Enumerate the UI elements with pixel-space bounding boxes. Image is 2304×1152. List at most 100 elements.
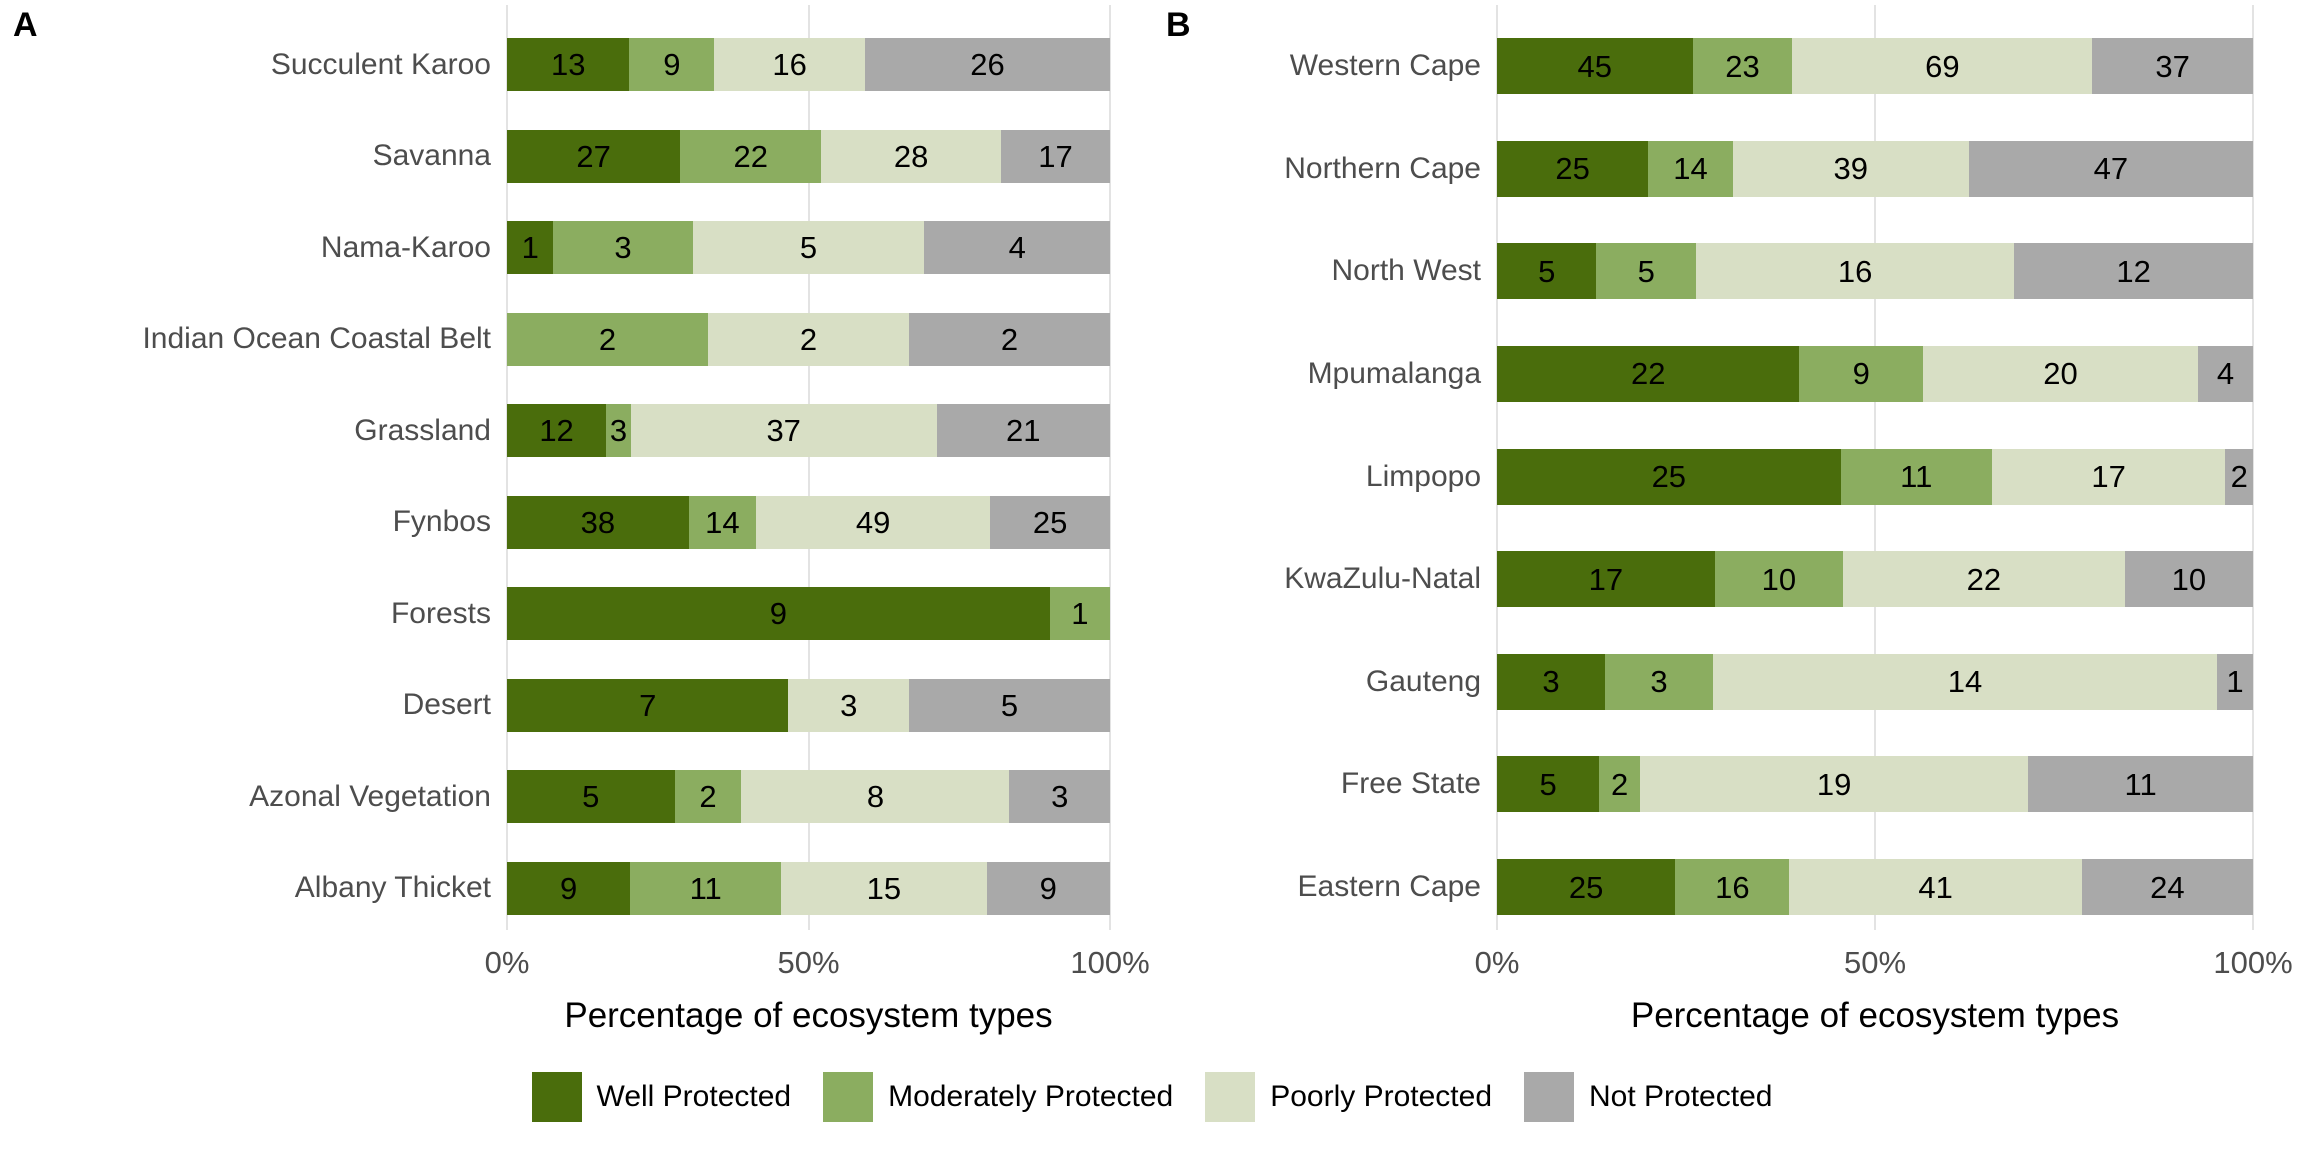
- bar-row: Nama-Karoo 1 3 5 4: [321, 221, 1110, 275]
- bar-value-label: 2: [598, 321, 617, 357]
- category-label: Gauteng: [1365, 664, 1481, 698]
- bar-value-label: 28: [893, 138, 929, 174]
- bar-value-label: 27: [576, 138, 611, 174]
- bar-value-label: 10: [1761, 561, 1797, 597]
- bar-segment-poorly-protected: 41: [1789, 859, 2082, 915]
- bar-value-label: 9: [560, 870, 578, 906]
- bar-segment-moderately-protected: 23: [1692, 38, 1793, 94]
- bar-segment-not-protected: 2: [909, 312, 1110, 366]
- bar-segment-well-protected: 25: [1497, 859, 1676, 915]
- axis-tick-label: 0%: [1474, 945, 1520, 980]
- bar-value-label: 9: [1852, 356, 1870, 392]
- bar-value-label: 16: [772, 47, 807, 82]
- bar-value-label: 21: [1005, 413, 1041, 449]
- bar-value-label: 3: [1542, 664, 1560, 700]
- bar-value-label: 25: [1555, 151, 1590, 187]
- bar-value-label: 45: [1577, 48, 1612, 84]
- bar-value-label: 39: [1833, 151, 1869, 187]
- bar-value-label: 12: [2116, 253, 2151, 289]
- bar-segment-poorly-protected: 2: [708, 312, 909, 366]
- legend: Well Protected Moderately Protected Poorly…: [0, 1062, 2304, 1132]
- bar-row: Limpopo 25 11 17 2: [1366, 448, 2253, 505]
- bar-value-label: 69: [1925, 48, 1960, 84]
- bar-segment-well-protected: 5: [1497, 243, 1597, 300]
- bar-segment-moderately-protected: 11: [1840, 448, 1992, 505]
- bar-value-label: 2: [1610, 766, 1629, 802]
- bar-value-label: 12: [539, 413, 574, 449]
- bar-value-label: 25: [1651, 459, 1687, 494]
- legend-item-well-protected: Well Protected: [531, 1072, 791, 1122]
- bar-row: Savanna 27 22 28 17: [373, 129, 1110, 183]
- bar-segment-not-protected: 21: [936, 404, 1110, 458]
- bar-value-label: 5: [1637, 253, 1655, 289]
- bar-value-label: 5: [1000, 687, 1019, 723]
- bar-segment-not-protected: 11: [2028, 756, 2253, 813]
- bar-segment-poorly-protected: 16: [714, 38, 866, 91]
- axis-tick-label: 0%: [484, 945, 530, 980]
- bar-segment-well-protected: 22: [1497, 345, 1800, 402]
- bar-segment-moderately-protected: 9: [1799, 345, 1924, 402]
- bar-row: Gauteng 3 3 14 1: [1366, 653, 2253, 710]
- bar-segment-not-protected: 3: [1009, 770, 1110, 824]
- category-label: Mpumalanga: [1307, 356, 1481, 390]
- bar-segment-poorly-protected: 69: [1792, 38, 2093, 94]
- bar-segment-poorly-protected: 5: [692, 221, 925, 275]
- bar-segment-not-protected: 24: [2081, 859, 2253, 915]
- bar-value-label: 5: [1538, 253, 1556, 289]
- bar-value-label: 2: [799, 321, 818, 357]
- bar-segment-poorly-protected: 8: [741, 770, 1010, 824]
- bar-value-label: 5: [1539, 766, 1557, 802]
- panel-a-axis-title: Percentage of ecosystem types: [564, 996, 1053, 1035]
- bar-value-label: 37: [766, 413, 801, 449]
- bar-value-label: 26: [970, 47, 1005, 82]
- bar-segment-well-protected: 45: [1497, 38, 1693, 94]
- bar-value-label: 22: [1630, 356, 1666, 392]
- bar-segment-not-protected: 2: [2225, 448, 2253, 505]
- bar-segment-poorly-protected: 49: [755, 495, 991, 549]
- bar-segment-well-protected: 17: [1497, 551, 1715, 608]
- bar-row: Indian Ocean Coastal Belt 2 2 2: [142, 312, 1110, 366]
- bar-value-label: 38: [580, 504, 616, 540]
- category-label: North West: [1331, 254, 1482, 288]
- legend-swatch-not-protected: [1524, 1072, 1575, 1122]
- panel-b-plot: Western Cape 45 23 69 37 Northern Cape 25 14 39 4…: [1284, 5, 2254, 930]
- bar-segment-well-protected: 1: [507, 221, 554, 275]
- category-label: Nama-Karoo: [320, 230, 491, 264]
- bar-row: Free State 5 2 19 11: [1341, 756, 2253, 813]
- bar-value-label: 14: [705, 504, 740, 540]
- axis-tick-label: 100%: [2213, 945, 2293, 980]
- bar-value-label: 1: [1071, 596, 1089, 632]
- bar-segment-not-protected: 1: [2217, 653, 2253, 710]
- bar-segment-well-protected: 3: [1497, 653, 1605, 710]
- bar-value-label: 22: [1966, 561, 2002, 597]
- bar-segment-moderately-protected: 2: [1599, 756, 1641, 813]
- bar-value-label: 1: [2226, 664, 2244, 700]
- bar-value-label: 17: [1038, 138, 1073, 174]
- bar-value-label: 19: [1816, 766, 1852, 802]
- bar-value-label: 2: [2230, 459, 2248, 494]
- legend-label: Moderately Protected: [888, 1080, 1174, 1113]
- bar-segment-poorly-protected: 19: [1640, 756, 2029, 813]
- legend-swatch-well-protected: [531, 1072, 582, 1122]
- bar-row: Eastern Cape 25 16 41 24: [1298, 859, 2253, 915]
- bar-segment-moderately-protected: 9: [629, 38, 715, 91]
- bar-value-label: 5: [799, 230, 818, 266]
- bar-row: Succulent Karoo 13 9 16 26: [271, 38, 1110, 91]
- bar-value-label: 13: [551, 47, 586, 82]
- bar-value-label: 14: [1673, 151, 1708, 187]
- panel-b-letter: B: [1166, 6, 1191, 44]
- category-label: Desert: [402, 688, 491, 722]
- gridline-100: [1109, 5, 1111, 930]
- category-label: Fynbos: [392, 505, 491, 539]
- panel-a: A Succulent Karoo 13 9 16 26 Savanna 27 22 28 17 N…: [0, 0, 1150, 1152]
- bar-value-label: 17: [1588, 561, 1624, 597]
- bar-value-label: 37: [2155, 48, 2190, 84]
- bar-segment-not-protected: 4: [2198, 345, 2253, 402]
- bar-value-label: 22: [733, 138, 768, 174]
- bar-value-label: 3: [614, 230, 632, 266]
- bar-value-label: 9: [1039, 870, 1057, 906]
- category-label: Albany Thicket: [294, 871, 491, 905]
- category-label: Forests: [390, 596, 491, 630]
- gridline-100: [2252, 5, 2254, 930]
- bar-value-label: 14: [1947, 664, 1983, 700]
